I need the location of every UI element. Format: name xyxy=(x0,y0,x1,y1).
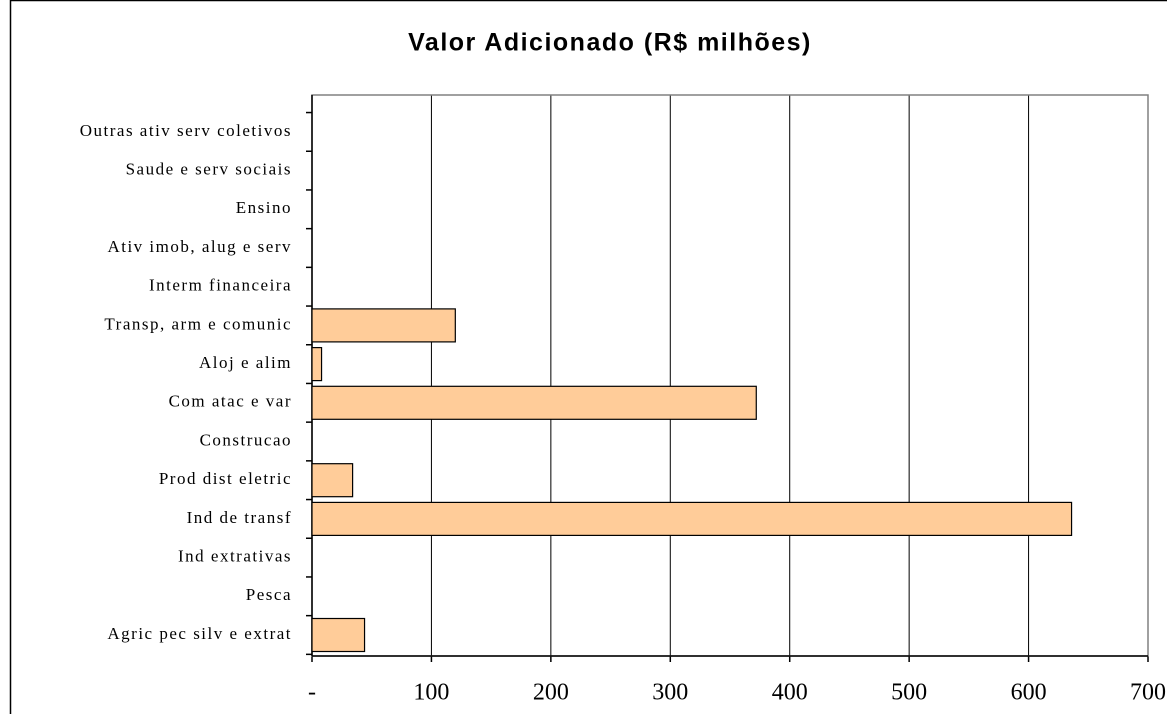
y-tick-label: Outras ativ serv coletivos xyxy=(80,121,292,140)
chart-title: Valor Adicionado (R$ milhões) xyxy=(408,29,812,57)
x-tick-label: 700 xyxy=(1130,680,1166,706)
chart-frame xyxy=(9,0,1167,714)
x-tick-label: 500 xyxy=(891,680,927,706)
y-tick-label: Prod dist eletric xyxy=(159,469,292,488)
y-tick-label: Ativ imob, alug e serv xyxy=(107,237,292,256)
x-tick-label: 400 xyxy=(772,680,808,706)
bar xyxy=(311,463,354,498)
y-tick-label: Ensino xyxy=(236,198,292,217)
y-tick-label: Agric pec silv e extrat xyxy=(107,624,292,643)
x-tick-label: 200 xyxy=(533,680,569,706)
y-tick-label: Ind extrativas xyxy=(178,547,292,566)
y-tick-label: Interm financeira xyxy=(149,276,292,295)
y-tick-label: Construcao xyxy=(200,430,292,449)
y-tick-label: Saude e serv sociais xyxy=(126,160,292,179)
y-tick-label: Pesca xyxy=(246,585,292,604)
x-tick-label: 300 xyxy=(652,680,688,706)
bar xyxy=(311,308,456,343)
x-tick-label: - xyxy=(308,680,316,706)
bar xyxy=(311,617,366,653)
y-tick-label: Transp, arm e comunic xyxy=(104,314,292,333)
bar xyxy=(311,385,757,420)
x-tick-label: 100 xyxy=(413,680,449,706)
x-tick-label: 600 xyxy=(1011,680,1047,706)
y-tick-label: Aloj e alim xyxy=(199,353,292,372)
y-tick-label: Ind de transf xyxy=(187,508,292,527)
bar xyxy=(311,501,1073,536)
y-tick-label: Com atac e var xyxy=(169,392,292,411)
bar xyxy=(311,347,323,382)
